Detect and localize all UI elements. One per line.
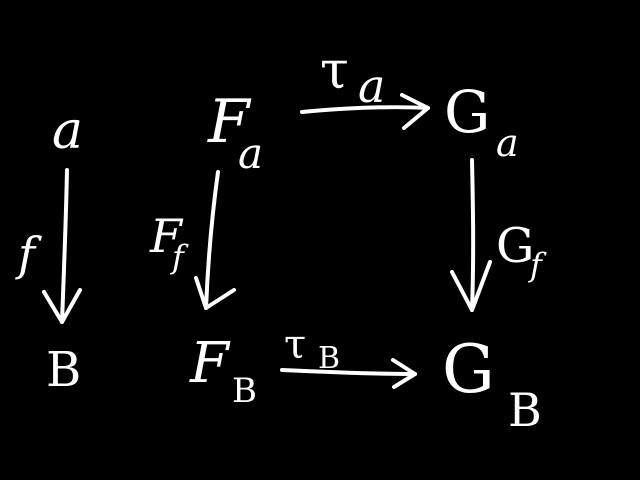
object-g-b: G B	[442, 331, 542, 437]
morphism-tau-b-label: τ B	[284, 322, 340, 376]
arrow-tau-b	[280, 358, 417, 389]
morphism-tau-b-base: τ	[284, 322, 306, 368]
object-g-a: G a	[444, 78, 519, 165]
morphism-tau-a-base: τ	[320, 41, 349, 101]
arrow-ff	[194, 170, 236, 310]
object-g-b-base: G	[442, 331, 495, 408]
object-g-a-base: G	[444, 78, 490, 146]
morphism-gf-base: G	[496, 218, 534, 274]
object-f-b-sub: B	[232, 371, 257, 411]
object-f-b-base: F	[189, 331, 231, 396]
object-a: a	[52, 101, 83, 161]
object-f-a-sub: a	[238, 129, 263, 178]
morphism-ff-base: F	[149, 209, 184, 263]
arrow-tau-a	[300, 93, 430, 130]
object-b: B	[46, 342, 81, 398]
morphism-ff-label: F f	[149, 209, 189, 276]
object-f-a-base: F	[207, 87, 252, 157]
object-g-a-sub: a	[496, 121, 519, 165]
morphism-gf-sub: f	[528, 246, 547, 284]
object-f-b: F B	[189, 331, 257, 411]
arrow-f	[42, 168, 82, 324]
morphism-tau-b-sub: B	[318, 341, 340, 376]
arrow-gf	[450, 158, 492, 312]
morphism-tau-a-sub: a	[358, 59, 385, 113]
object-f-a: F a	[207, 87, 263, 178]
morphism-tau-a-label: τ a	[320, 41, 385, 113]
morphism-f-label: f	[15, 227, 42, 281]
morphism-gf-label: G f	[496, 218, 547, 284]
morphism-ff-sub: f	[170, 238, 189, 276]
object-g-b-sub: B	[508, 383, 542, 437]
